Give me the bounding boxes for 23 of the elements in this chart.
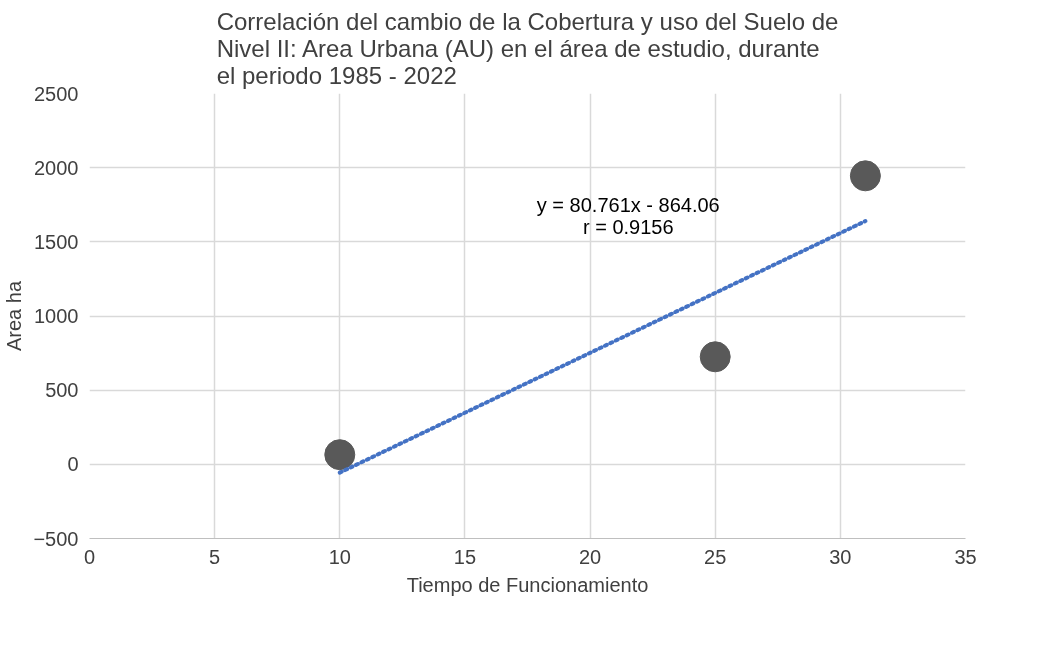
x-tick-label: 30 [829,545,852,568]
x-tick-label: 35 [954,545,977,568]
annotation: r = 0.9156 [582,216,674,238]
y-tick-label: 500 [45,379,79,402]
y-axis-title: Area ha [3,280,26,352]
chart-title: Correlación del cambio de la Cobertura y uso del Suelo de Nivel II: Area Urbana (AU) en el área de estudio, durante el periodo 1985 - 2022 [216,7,839,89]
point [849,160,881,192]
y-tick-label: −500 [33,527,79,550]
x-tick-label: 15 [453,545,477,568]
point [324,439,356,471]
x-tick-label: 20 [578,545,602,568]
x-tick-label: 10 [328,545,351,568]
y-tick-label: 0 [67,453,79,476]
point [699,341,731,373]
x-tick-label: 25 [704,545,727,568]
y-tick-label: 2000 [34,156,79,179]
y-tick-label: 1500 [34,230,79,253]
x-tick-label: 5 [209,545,221,568]
y-tick-label: 1000 [34,305,79,327]
x-axis-title: Tiempo de Funcionamiento [406,573,649,596]
annotation: y = 80.761x - 864.06 [536,193,720,216]
y-tick-label: 2500 [34,82,79,105]
x-tick-label: 0 [83,545,96,568]
